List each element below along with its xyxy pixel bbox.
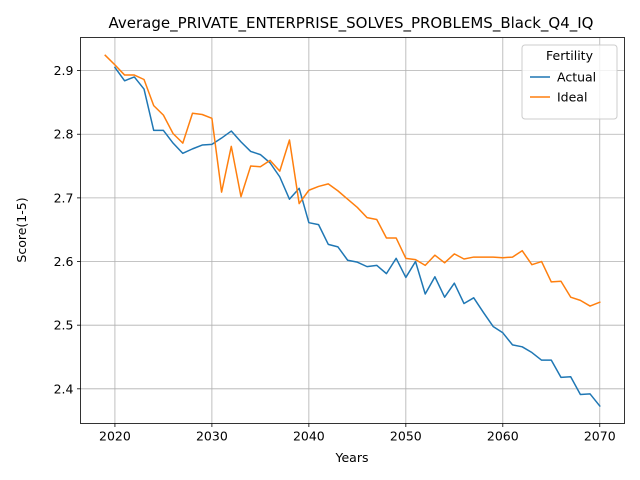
legend-box xyxy=(521,44,618,120)
y-tick-label: 2.9 xyxy=(54,63,74,78)
x-tick-label: 2040 xyxy=(293,429,325,444)
legend: Fertility Actual Ideal xyxy=(521,44,618,120)
chart-title: Average_PRIVATE_ENTERPRISE_SOLVES_PROBLE… xyxy=(108,14,593,33)
y-axis-ticks: 2.4 2.5 2.6 2.7 2.8 2.9 xyxy=(54,63,81,396)
legend-label-ideal: Ideal xyxy=(557,90,587,105)
y-tick-label: 2.4 xyxy=(54,381,74,396)
x-tick-label: 2030 xyxy=(196,429,228,444)
x-axis-ticks: 2020 2030 2040 2050 2060 2070 xyxy=(99,423,616,444)
x-tick-label: 2060 xyxy=(487,429,519,444)
series-line-ideal xyxy=(104,54,601,307)
y-tick-label: 2.7 xyxy=(54,190,74,205)
legend-title: Fertility xyxy=(546,48,594,63)
x-axis-label: Years xyxy=(335,450,369,465)
y-tick-label: 2.5 xyxy=(54,318,74,333)
y-tick-label: 2.8 xyxy=(54,127,74,142)
legend-entries: Actual Ideal xyxy=(530,70,596,105)
y-axis-label: Score(1-5) xyxy=(14,197,29,262)
legend-label-actual: Actual xyxy=(557,70,596,85)
plot-frame xyxy=(80,37,625,424)
series-line-actual xyxy=(113,66,601,408)
x-tick-label: 2070 xyxy=(584,429,616,444)
x-tick-label: 2020 xyxy=(99,429,131,444)
y-tick-label: 2.6 xyxy=(54,254,74,269)
series-lines xyxy=(104,54,601,408)
x-tick-label: 2050 xyxy=(390,429,422,444)
